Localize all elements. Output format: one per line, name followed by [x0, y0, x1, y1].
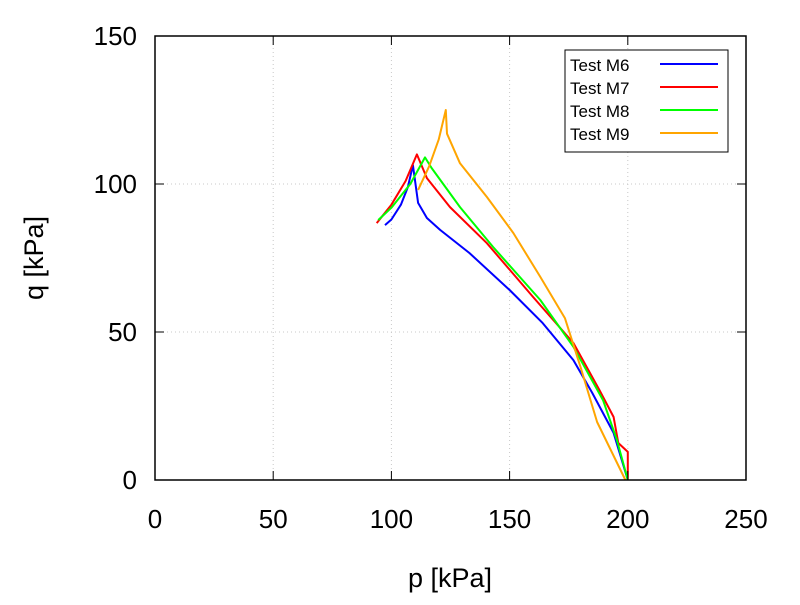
- legend: Test M6 Test M7 Test M8 Test M9: [564, 49, 729, 153]
- x-axis-label: p [kPa]: [408, 563, 492, 593]
- legend-label: Test M8: [570, 102, 630, 121]
- x-tick-label: 200: [606, 504, 649, 534]
- series-lines: [375, 109, 629, 481]
- y-axis-label: q [kPa]: [19, 216, 49, 300]
- plot-frame: [154, 35, 747, 481]
- series-line-test-m6: [384, 164, 629, 481]
- ticks: 0 50 100 150 200 250 0 50 100 150: [94, 21, 768, 534]
- x-tick-label: 50: [259, 504, 288, 534]
- legend-label: Test M6: [570, 56, 630, 75]
- x-tick-label: 150: [488, 504, 531, 534]
- y-tick-label: 150: [94, 21, 137, 51]
- series-line-test-m9: [417, 109, 627, 481]
- y-tick-label: 100: [94, 169, 137, 199]
- series-line-test-m7: [375, 153, 629, 480]
- grid: [155, 36, 746, 480]
- legend-label: Test M7: [570, 79, 630, 98]
- x-tick-label: 250: [724, 504, 767, 534]
- x-tick-label: 100: [370, 504, 413, 534]
- y-tick-label: 50: [108, 317, 137, 347]
- legend-label: Test M9: [570, 125, 630, 144]
- legend-box: [564, 49, 729, 153]
- y-tick-label: 0: [123, 465, 137, 495]
- x-tick-label: 0: [148, 504, 162, 534]
- series-line-test-m8: [377, 156, 629, 481]
